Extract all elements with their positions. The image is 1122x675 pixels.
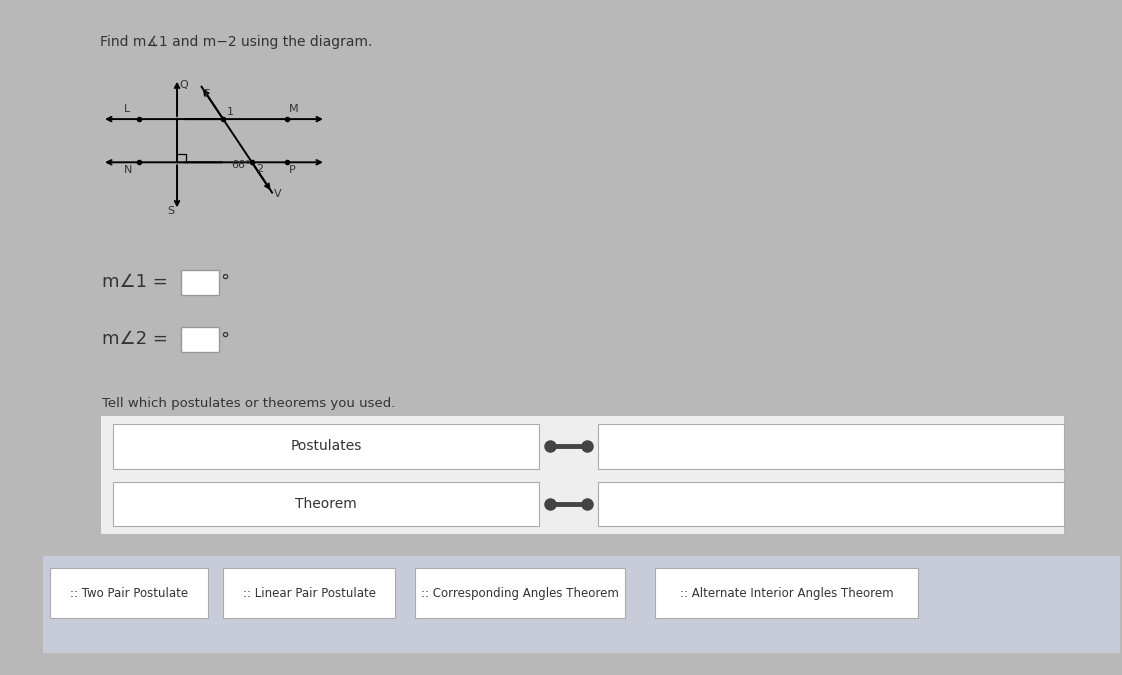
FancyBboxPatch shape [50, 568, 208, 618]
FancyBboxPatch shape [112, 425, 539, 468]
FancyBboxPatch shape [181, 327, 219, 352]
FancyBboxPatch shape [655, 568, 918, 618]
Text: V: V [274, 189, 282, 198]
Text: Q: Q [178, 80, 187, 90]
Text: Tell which postulates or theorems you used.: Tell which postulates or theorems you us… [102, 398, 396, 410]
FancyBboxPatch shape [181, 270, 219, 295]
Text: :: Two Pair Postulate: :: Two Pair Postulate [70, 587, 188, 600]
Text: Postulates: Postulates [291, 439, 361, 454]
Text: 2: 2 [256, 164, 263, 174]
Text: N: N [125, 165, 132, 176]
Text: :: Alternate Interior Angles Theorem: :: Alternate Interior Angles Theorem [680, 587, 893, 600]
Text: Theorem: Theorem [295, 497, 357, 511]
Text: P: P [289, 165, 296, 176]
Text: 66°: 66° [231, 161, 250, 170]
Text: °: ° [220, 273, 229, 291]
FancyBboxPatch shape [223, 568, 395, 618]
FancyBboxPatch shape [598, 425, 1064, 468]
Bar [43, 556, 1120, 652]
FancyBboxPatch shape [415, 568, 625, 618]
Text: °: ° [220, 330, 229, 348]
Text: m∠2 =: m∠2 = [102, 330, 174, 348]
Text: L: L [125, 105, 130, 114]
Text: S: S [167, 205, 174, 215]
Text: :: Corresponding Angles Theorem: :: Corresponding Angles Theorem [421, 587, 619, 600]
Text: M: M [289, 105, 298, 114]
Text: m∠1 =: m∠1 = [102, 273, 174, 291]
Text: 1: 1 [227, 107, 234, 117]
FancyBboxPatch shape [112, 482, 539, 526]
FancyBboxPatch shape [100, 414, 1064, 534]
Text: :: Linear Pair Postulate: :: Linear Pair Postulate [242, 587, 376, 600]
Text: T: T [203, 88, 210, 99]
Text: Find m∡1 and m−2 using the diagram.: Find m∡1 and m−2 using the diagram. [100, 34, 373, 49]
FancyBboxPatch shape [598, 482, 1064, 526]
